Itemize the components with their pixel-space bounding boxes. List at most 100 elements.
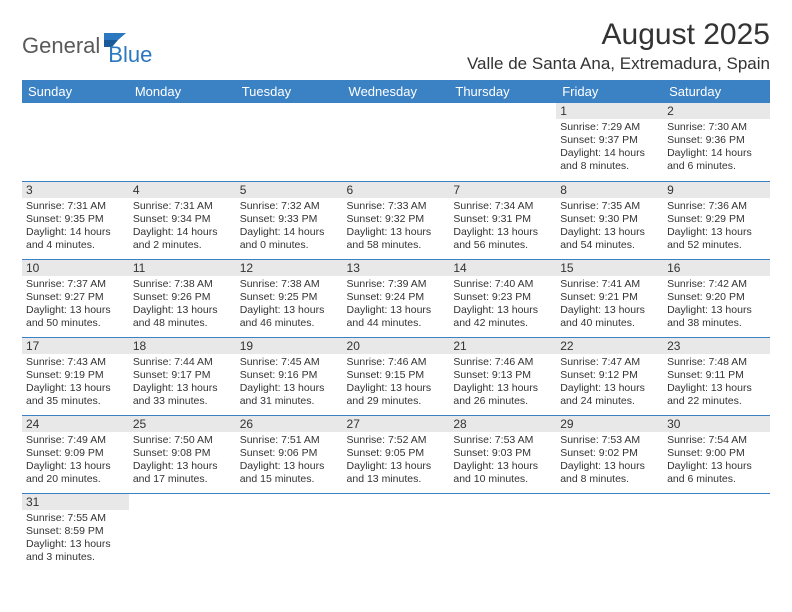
day-details: Sunrise: 7:29 AMSunset: 9:37 PMDaylight:… — [556, 119, 663, 176]
day-details: Sunrise: 7:49 AMSunset: 9:09 PMDaylight:… — [22, 432, 129, 489]
day-number: 28 — [449, 416, 556, 432]
day-details: Sunrise: 7:46 AMSunset: 9:15 PMDaylight:… — [343, 354, 450, 411]
calendar-day: 27Sunrise: 7:52 AMSunset: 9:05 PMDayligh… — [343, 415, 450, 493]
calendar-empty — [343, 103, 450, 181]
calendar-day: 30Sunrise: 7:54 AMSunset: 9:00 PMDayligh… — [663, 415, 770, 493]
day-header: Tuesday — [236, 80, 343, 103]
calendar-day: 20Sunrise: 7:46 AMSunset: 9:15 PMDayligh… — [343, 337, 450, 415]
day-header: Monday — [129, 80, 236, 103]
day-details: Sunrise: 7:44 AMSunset: 9:17 PMDaylight:… — [129, 354, 236, 411]
calendar-empty — [129, 493, 236, 571]
day-number: 25 — [129, 416, 236, 432]
day-number: 31 — [22, 494, 129, 510]
logo-text-general: General — [22, 33, 100, 59]
day-details: Sunrise: 7:51 AMSunset: 9:06 PMDaylight:… — [236, 432, 343, 489]
day-number: 13 — [343, 260, 450, 276]
calendar-day: 29Sunrise: 7:53 AMSunset: 9:02 PMDayligh… — [556, 415, 663, 493]
calendar-day: 18Sunrise: 7:44 AMSunset: 9:17 PMDayligh… — [129, 337, 236, 415]
day-details: Sunrise: 7:53 AMSunset: 9:02 PMDaylight:… — [556, 432, 663, 489]
calendar-day: 21Sunrise: 7:46 AMSunset: 9:13 PMDayligh… — [449, 337, 556, 415]
day-number: 27 — [343, 416, 450, 432]
day-details: Sunrise: 7:54 AMSunset: 9:00 PMDaylight:… — [663, 432, 770, 489]
day-number: 11 — [129, 260, 236, 276]
day-details: Sunrise: 7:50 AMSunset: 9:08 PMDaylight:… — [129, 432, 236, 489]
day-number: 12 — [236, 260, 343, 276]
day-number: 3 — [22, 182, 129, 198]
day-number: 30 — [663, 416, 770, 432]
day-number: 15 — [556, 260, 663, 276]
calendar-day: 2Sunrise: 7:30 AMSunset: 9:36 PMDaylight… — [663, 103, 770, 181]
calendar-day: 13Sunrise: 7:39 AMSunset: 9:24 PMDayligh… — [343, 259, 450, 337]
day-number: 26 — [236, 416, 343, 432]
day-number: 17 — [22, 338, 129, 354]
calendar-empty — [236, 493, 343, 571]
day-details: Sunrise: 7:48 AMSunset: 9:11 PMDaylight:… — [663, 354, 770, 411]
day-number: 1 — [556, 103, 663, 119]
day-number: 21 — [449, 338, 556, 354]
location: Valle de Santa Ana, Extremadura, Spain — [467, 54, 770, 74]
day-details: Sunrise: 7:53 AMSunset: 9:03 PMDaylight:… — [449, 432, 556, 489]
logo: General Blue — [22, 24, 152, 68]
day-details: Sunrise: 7:31 AMSunset: 9:35 PMDaylight:… — [22, 198, 129, 255]
day-number: 18 — [129, 338, 236, 354]
calendar-day: 5Sunrise: 7:32 AMSunset: 9:33 PMDaylight… — [236, 181, 343, 259]
calendar-day: 6Sunrise: 7:33 AMSunset: 9:32 PMDaylight… — [343, 181, 450, 259]
calendar-empty — [663, 493, 770, 571]
calendar-day: 1Sunrise: 7:29 AMSunset: 9:37 PMDaylight… — [556, 103, 663, 181]
day-number: 8 — [556, 182, 663, 198]
day-header: Sunday — [22, 80, 129, 103]
day-number: 23 — [663, 338, 770, 354]
calendar-week: 24Sunrise: 7:49 AMSunset: 9:09 PMDayligh… — [22, 415, 770, 493]
calendar-empty — [129, 103, 236, 181]
day-number: 29 — [556, 416, 663, 432]
day-number: 10 — [22, 260, 129, 276]
calendar-day: 31Sunrise: 7:55 AMSunset: 8:59 PMDayligh… — [22, 493, 129, 571]
calendar-empty — [449, 493, 556, 571]
calendar-day: 4Sunrise: 7:31 AMSunset: 9:34 PMDaylight… — [129, 181, 236, 259]
day-number: 20 — [343, 338, 450, 354]
title-block: August 2025 Valle de Santa Ana, Extremad… — [467, 18, 770, 74]
calendar-empty — [343, 493, 450, 571]
calendar-empty — [236, 103, 343, 181]
header: General Blue August 2025 Valle de Santa … — [22, 18, 770, 74]
day-header: Friday — [556, 80, 663, 103]
calendar-body: 1Sunrise: 7:29 AMSunset: 9:37 PMDaylight… — [22, 103, 770, 571]
day-details: Sunrise: 7:32 AMSunset: 9:33 PMDaylight:… — [236, 198, 343, 255]
day-number: 24 — [22, 416, 129, 432]
calendar-day: 14Sunrise: 7:40 AMSunset: 9:23 PMDayligh… — [449, 259, 556, 337]
day-details: Sunrise: 7:39 AMSunset: 9:24 PMDaylight:… — [343, 276, 450, 333]
day-details: Sunrise: 7:31 AMSunset: 9:34 PMDaylight:… — [129, 198, 236, 255]
day-details: Sunrise: 7:41 AMSunset: 9:21 PMDaylight:… — [556, 276, 663, 333]
day-number: 14 — [449, 260, 556, 276]
calendar-day: 9Sunrise: 7:36 AMSunset: 9:29 PMDaylight… — [663, 181, 770, 259]
day-number: 5 — [236, 182, 343, 198]
day-details: Sunrise: 7:47 AMSunset: 9:12 PMDaylight:… — [556, 354, 663, 411]
calendar-day: 24Sunrise: 7:49 AMSunset: 9:09 PMDayligh… — [22, 415, 129, 493]
calendar-day: 11Sunrise: 7:38 AMSunset: 9:26 PMDayligh… — [129, 259, 236, 337]
calendar-day: 8Sunrise: 7:35 AMSunset: 9:30 PMDaylight… — [556, 181, 663, 259]
day-details: Sunrise: 7:40 AMSunset: 9:23 PMDaylight:… — [449, 276, 556, 333]
day-details: Sunrise: 7:55 AMSunset: 8:59 PMDaylight:… — [22, 510, 129, 567]
day-details: Sunrise: 7:38 AMSunset: 9:26 PMDaylight:… — [129, 276, 236, 333]
calendar-day: 3Sunrise: 7:31 AMSunset: 9:35 PMDaylight… — [22, 181, 129, 259]
day-number: 16 — [663, 260, 770, 276]
calendar-empty — [22, 103, 129, 181]
day-details: Sunrise: 7:45 AMSunset: 9:16 PMDaylight:… — [236, 354, 343, 411]
day-number: 7 — [449, 182, 556, 198]
day-details: Sunrise: 7:38 AMSunset: 9:25 PMDaylight:… — [236, 276, 343, 333]
day-details: Sunrise: 7:36 AMSunset: 9:29 PMDaylight:… — [663, 198, 770, 255]
day-details: Sunrise: 7:42 AMSunset: 9:20 PMDaylight:… — [663, 276, 770, 333]
calendar-day: 26Sunrise: 7:51 AMSunset: 9:06 PMDayligh… — [236, 415, 343, 493]
day-number: 6 — [343, 182, 450, 198]
day-number: 2 — [663, 103, 770, 119]
day-header: Wednesday — [343, 80, 450, 103]
calendar-day: 22Sunrise: 7:47 AMSunset: 9:12 PMDayligh… — [556, 337, 663, 415]
day-number: 9 — [663, 182, 770, 198]
month-title: August 2025 — [467, 18, 770, 52]
logo-text-blue: Blue — [108, 42, 152, 68]
day-number: 19 — [236, 338, 343, 354]
day-number: 4 — [129, 182, 236, 198]
day-details: Sunrise: 7:34 AMSunset: 9:31 PMDaylight:… — [449, 198, 556, 255]
calendar-day: 28Sunrise: 7:53 AMSunset: 9:03 PMDayligh… — [449, 415, 556, 493]
calendar-day: 15Sunrise: 7:41 AMSunset: 9:21 PMDayligh… — [556, 259, 663, 337]
